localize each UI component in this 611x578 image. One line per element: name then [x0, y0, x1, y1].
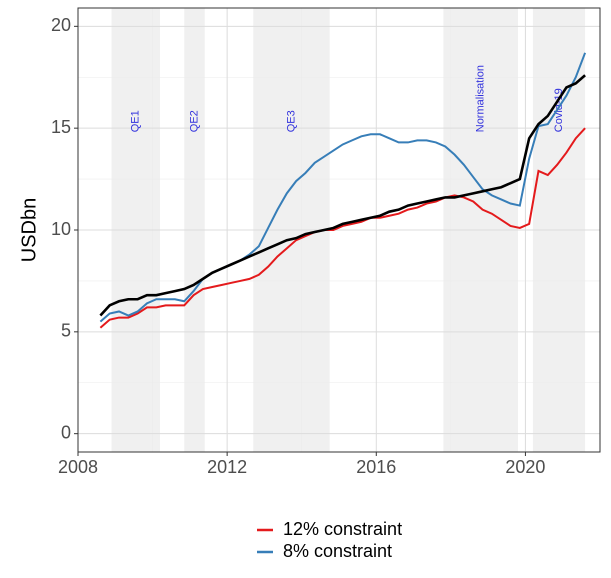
legend-label: 12% constraint: [283, 519, 402, 539]
y-tick-label: 10: [51, 219, 71, 239]
plot-border: [77, 7, 601, 453]
annotation-label: Normalisation: [475, 65, 487, 132]
y-tick-label: 15: [51, 117, 71, 137]
x-tick-label: 2020: [505, 457, 545, 477]
annotation-label: Covid-19: [553, 88, 565, 132]
annotation-label: QE2: [188, 110, 200, 132]
series-line: [99, 127, 586, 329]
y-tick-label: 20: [51, 15, 71, 35]
legend-label: 8% constraint: [283, 541, 392, 561]
series-line: [99, 74, 586, 317]
annotation-label: QE3: [285, 110, 297, 132]
annotation-label: QE1: [130, 110, 142, 132]
y-axis-label: USDbn: [18, 198, 40, 262]
y-tick-label: 0: [61, 422, 71, 442]
series-line: [99, 52, 587, 323]
y-tick-label: 5: [61, 321, 71, 341]
x-tick-label: 2016: [356, 457, 396, 477]
x-tick-label: 2012: [207, 457, 247, 477]
x-tick-label: 2008: [58, 457, 98, 477]
